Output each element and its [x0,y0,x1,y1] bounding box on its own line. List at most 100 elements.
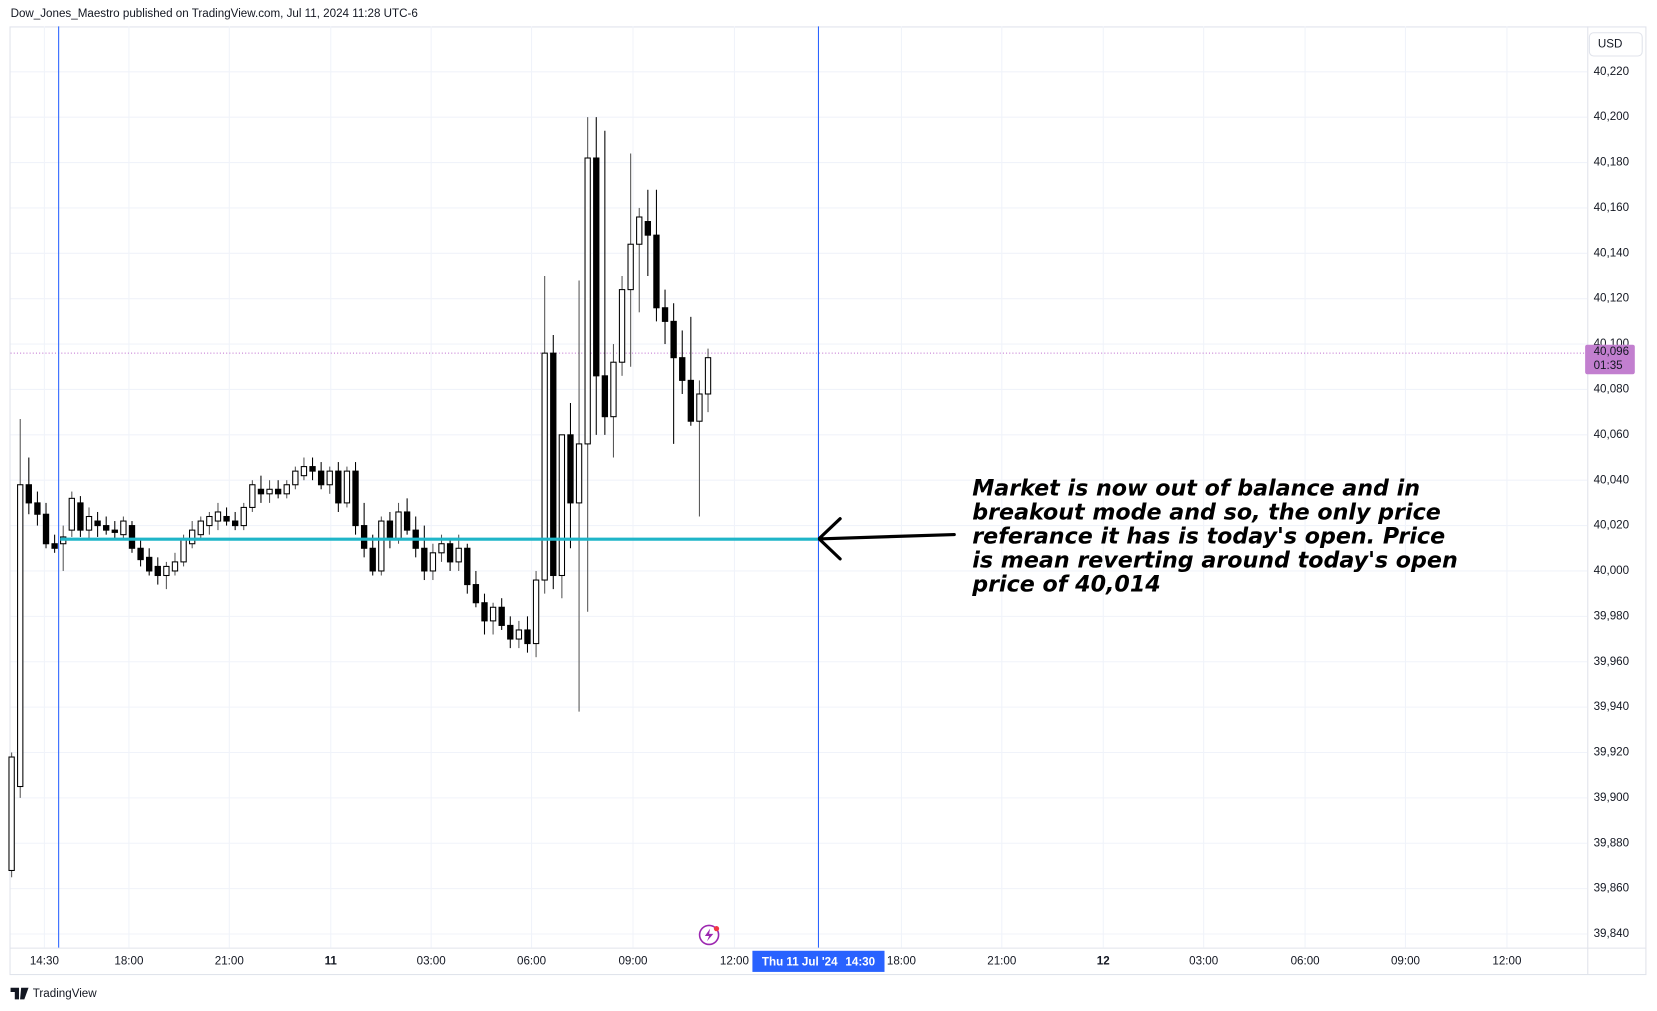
lightning-bolt [704,928,714,942]
y-tick-label: 39,920 [1594,746,1630,759]
y-tick-label: 40,180 [1594,156,1630,169]
candle-body [438,543,445,554]
candle-body [627,243,634,291]
candle-body [567,434,574,504]
candle-body [257,488,265,495]
candle-body [524,629,531,645]
annotation-line: breakout mode and so, the only price [972,500,1441,526]
candle-body [696,393,703,422]
candle-body [94,520,101,527]
candle-body [335,470,342,504]
y-tick-label: 40,080 [1594,383,1630,396]
candle-body [515,629,523,640]
candle-body [283,484,290,495]
candle-body [214,511,222,522]
candle-body [163,565,170,577]
x-tick-label: 09:00 [618,954,647,967]
x-tick-label: 12:00 [720,954,749,967]
candle-body [558,434,566,577]
header: Dow_Jones_Maestro published on TradingVi… [11,7,418,20]
candle-body [395,511,402,540]
candle-body [403,511,411,531]
y-tick-label: 40,060 [1594,428,1630,441]
candle-body [541,352,548,581]
annotation-line: is mean reverting around today's open [972,548,1458,574]
candle-body [25,484,32,504]
currency[interactable]: USD [1598,37,1623,50]
candle-body [206,515,213,527]
candle-body [266,488,273,495]
candle-body [68,497,75,531]
candle-body [455,547,462,563]
x-tick-label: 11 [325,954,338,967]
y-tick-label: 40,120 [1594,292,1630,305]
candle-body [189,529,196,545]
y-tick-label: 40,000 [1594,564,1630,577]
candle-body [249,484,256,508]
candle-body [507,624,514,640]
candle-body [429,552,437,572]
candle-body [360,525,368,549]
candle-body [317,470,325,486]
candle-body [610,361,617,418]
x-tick-label: 14:30 [30,954,59,967]
candle-body [704,357,712,395]
y-tick-label: 40,160 [1594,201,1630,214]
candle-body [584,157,591,445]
candle-body [343,470,351,504]
candle-body [532,579,540,645]
candle-body [223,515,230,522]
candle-body [154,565,161,577]
x-tick-label: 18:00 [887,954,916,967]
candle-body [489,606,497,622]
candle-body [369,547,376,572]
candle-body [120,520,127,536]
y-tick-label: 39,980 [1594,609,1630,622]
currency-button[interactable] [1588,32,1643,57]
candle-body [292,470,299,486]
crosshair-label-box [752,950,885,972]
y-tick-label: 39,960 [1594,655,1630,668]
plot [8,26,1588,948]
lightning-icon[interactable] [698,924,720,946]
annotation-line: referance it has is today's open. Price [972,524,1445,550]
candle-body [128,525,136,549]
y-tick-label: 39,880 [1594,836,1630,849]
candle-body [17,484,24,788]
candle-body [687,379,695,422]
candle-body [51,543,58,549]
candle-body [653,234,660,309]
candle-body [240,506,247,527]
candle-body [146,556,153,572]
candle-body [326,470,333,486]
x-tick-label: 12 [1097,954,1110,967]
candle-body [481,602,488,622]
candle-body [180,538,187,563]
candle-body [601,375,609,418]
candle-body [352,470,359,527]
annotation-line: price of 40,014 [971,572,1160,598]
candle-body [85,515,93,531]
candle-body [274,488,282,495]
y-tick-label: 40,140 [1594,246,1630,259]
price-label-box [1585,344,1635,375]
frame [9,26,1647,976]
x-tick-label: 03:00 [417,954,446,967]
x-tick-label: 21:00 [987,954,1016,967]
candle-body [661,307,669,322]
candle-body [472,584,480,604]
y-tick-label: 40,020 [1594,519,1630,532]
crosshair-date: Thu 11 Jul '24 [762,955,838,968]
notification-dot [713,925,720,932]
candle-body [464,547,471,586]
candle-body [550,352,557,577]
x-tick-label: 09:00 [1391,954,1420,967]
logo [10,987,29,1000]
candle-body [644,221,652,236]
candle-body [111,529,118,533]
x-tick-label: 03:00 [1189,954,1218,967]
candle-body [636,216,643,245]
y-tick-label: 39,840 [1594,927,1630,940]
